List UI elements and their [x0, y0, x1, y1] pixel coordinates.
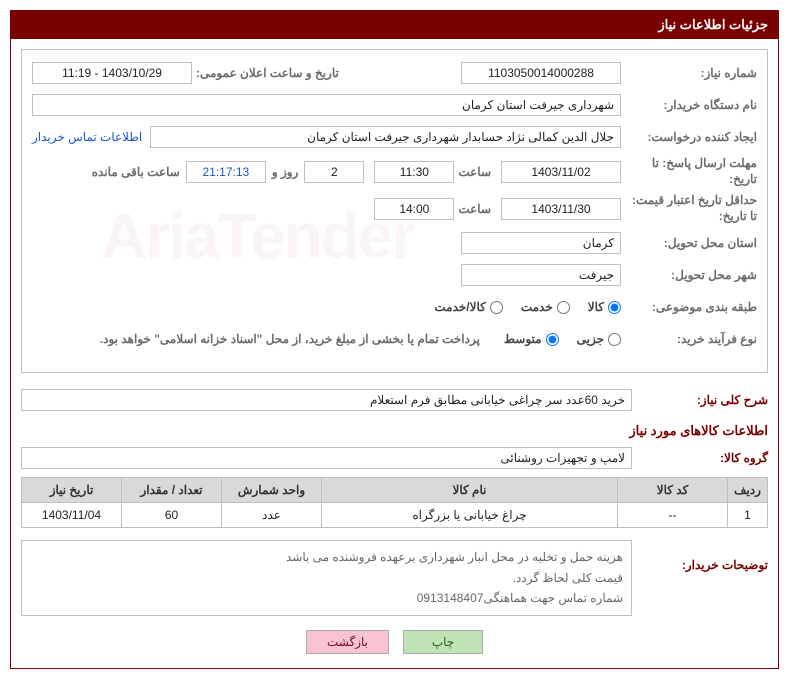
announce-label: تاریخ و ساعت اعلان عمومی:	[196, 66, 339, 80]
need-details-panel: جزئیات اطلاعات نیاز AriaTender شماره نیا…	[10, 10, 779, 669]
col-date: تاریخ نیاز	[22, 478, 122, 503]
summary-label: شرح کلی نیاز:	[638, 393, 768, 407]
print-button[interactable]: چاپ	[403, 630, 483, 654]
price-validity-date: 1403/11/30	[501, 198, 621, 220]
row-price-validity: حداقل تاریخ اعتبار قیمت: تا تاریخ: 1403/…	[32, 193, 757, 224]
buyer-notes-box: هزینه حمل و تخلیه در محل انبار شهرداری ب…	[21, 540, 632, 615]
time-label-1: ساعت	[458, 165, 491, 179]
row-city: شهر محل تحویل: جیرفت	[32, 262, 757, 288]
radio-goods-input[interactable]	[608, 301, 621, 314]
cell-unit: عدد	[222, 503, 322, 528]
radio-goods[interactable]: کالا	[588, 300, 621, 314]
summary-value: خرید 60عدد سر چراغی خیابانی مطابق فرم اس…	[21, 389, 632, 411]
row-province: استان محل تحویل: کرمان	[32, 230, 757, 256]
radio-small-input[interactable]	[608, 333, 621, 346]
radio-small-label: جزیی	[577, 332, 604, 346]
radio-goods-service-input[interactable]	[490, 301, 503, 314]
col-qty: تعداد / مقدار	[122, 478, 222, 503]
category-label: طبقه بندی موضوعی:	[627, 300, 757, 314]
city-label: شهر محل تحویل:	[627, 268, 757, 282]
goods-group-label: گروه کالا:	[638, 451, 768, 465]
radio-goods-label: کالا	[588, 300, 604, 314]
radio-service[interactable]: خدمت	[521, 300, 570, 314]
radio-medium[interactable]: متوسط	[504, 332, 559, 346]
buyer-notes-label: توضیحات خریدار:	[638, 540, 768, 572]
col-unit: واحد شمارش	[222, 478, 322, 503]
button-row: چاپ بازگشت	[21, 630, 768, 658]
price-validity-time: 14:00	[374, 198, 454, 220]
radio-small[interactable]: جزیی	[577, 332, 621, 346]
radio-goods-service[interactable]: کالا/خدمت	[434, 300, 502, 314]
province-label: استان محل تحویل:	[627, 236, 757, 250]
row-buyer-org: نام دستگاه خریدار: شهرداری جیرفت استان ک…	[32, 92, 757, 118]
need-number-label: شماره نیاز:	[627, 66, 757, 80]
goods-table-head: ردیف کد کالا نام کالا واحد شمارش تعداد /…	[22, 478, 768, 503]
remaining-time: 21:17:13	[186, 161, 266, 183]
province-value: کرمان	[461, 232, 621, 254]
cell-date: 1403/11/04	[22, 503, 122, 528]
category-radios: کالا خدمت کالا/خدمت	[434, 300, 621, 314]
radio-service-label: خدمت	[521, 300, 553, 314]
contact-link[interactable]: اطلاعات تماس خریدار	[32, 130, 142, 144]
panel-body: AriaTender شماره نیاز: 1103050014000288 …	[11, 39, 778, 668]
row-goods-group: گروه کالا: لامپ و تجهیزات روشنائی	[21, 445, 768, 471]
buyer-org-value: شهرداری جیرفت استان کرمان	[32, 94, 621, 116]
cell-row: 1	[728, 503, 768, 528]
radio-goods-service-label: کالا/خدمت	[434, 300, 485, 314]
purchase-type-label: نوع فرآیند خرید:	[627, 332, 757, 346]
response-deadline-time: 11:30	[374, 161, 454, 183]
row-response-deadline: مهلت ارسال پاسخ: تا تاریخ: 1403/11/02 سا…	[32, 156, 757, 187]
radio-medium-label: متوسط	[504, 332, 542, 346]
price-validity-label: حداقل تاریخ اعتبار قیمت: تا تاریخ:	[627, 193, 757, 224]
col-name: نام کالا	[322, 478, 618, 503]
row-purchase-type: نوع فرآیند خرید: جزیی متوسط پرداخت تمام …	[32, 326, 757, 352]
buyer-notes-line2: قیمت کلی لحاظ گردد.	[30, 568, 623, 588]
response-deadline-label: مهلت ارسال پاسخ: تا تاریخ:	[627, 156, 757, 187]
goods-info-title: اطلاعات کالاهای مورد نیاز	[21, 423, 768, 439]
response-deadline-date: 1403/11/02	[501, 161, 621, 183]
buyer-notes-line3: شماره تماس جهت هماهنگی0913148407	[30, 588, 623, 608]
row-category: طبقه بندی موضوعی: کالا خدمت کالا/خدمت	[32, 294, 757, 320]
cell-name: چراغ خیابانی یا بزرگراه	[322, 503, 618, 528]
day-and-label: روز و	[272, 165, 299, 179]
goods-table-body: 1 -- چراغ خیابانی یا بزرگراه عدد 60 1403…	[22, 503, 768, 528]
payment-note: پرداخت تمام یا بخشی از مبلغ خرید، از محل…	[100, 332, 480, 346]
remaining-suffix: ساعت باقی مانده	[92, 165, 180, 179]
back-button[interactable]: بازگشت	[306, 630, 389, 654]
panel-title: جزئیات اطلاعات نیاز	[11, 11, 778, 39]
radio-service-input[interactable]	[557, 301, 570, 314]
requester-label: ایجاد کننده درخواست:	[627, 130, 757, 144]
cell-qty: 60	[122, 503, 222, 528]
radio-medium-input[interactable]	[546, 333, 559, 346]
goods-group-value: لامپ و تجهیزات روشنائی	[21, 447, 632, 469]
row-need-number: شماره نیاز: 1103050014000288 تاریخ و ساع…	[32, 60, 757, 86]
row-summary: شرح کلی نیاز: خرید 60عدد سر چراغی خیابان…	[21, 387, 768, 413]
cell-code: --	[618, 503, 728, 528]
announce-value: 1403/10/29 - 11:19	[32, 62, 192, 84]
goods-table: ردیف کد کالا نام کالا واحد شمارش تعداد /…	[21, 477, 768, 528]
time-label-2: ساعت	[458, 202, 491, 216]
purchase-radios: جزیی متوسط	[504, 332, 621, 346]
col-code: کد کالا	[618, 478, 728, 503]
row-buyer-notes: توضیحات خریدار: هزینه حمل و تخلیه در محل…	[21, 540, 768, 615]
row-requester: ایجاد کننده درخواست: جلال الدین کمالی نژ…	[32, 124, 757, 150]
buyer-org-label: نام دستگاه خریدار:	[627, 98, 757, 112]
goods-table-header-row: ردیف کد کالا نام کالا واحد شمارش تعداد /…	[22, 478, 768, 503]
buyer-notes-line1: هزینه حمل و تخلیه در محل انبار شهرداری ب…	[30, 547, 623, 567]
col-row: ردیف	[728, 478, 768, 503]
remaining-days: 2	[304, 161, 364, 183]
inner-frame: شماره نیاز: 1103050014000288 تاریخ و ساع…	[21, 49, 768, 373]
requester-value: جلال الدین کمالی نژاد حسابدار شهرداری جی…	[150, 126, 621, 148]
city-value: جیرفت	[461, 264, 621, 286]
table-row: 1 -- چراغ خیابانی یا بزرگراه عدد 60 1403…	[22, 503, 768, 528]
need-number-value: 1103050014000288	[461, 62, 621, 84]
